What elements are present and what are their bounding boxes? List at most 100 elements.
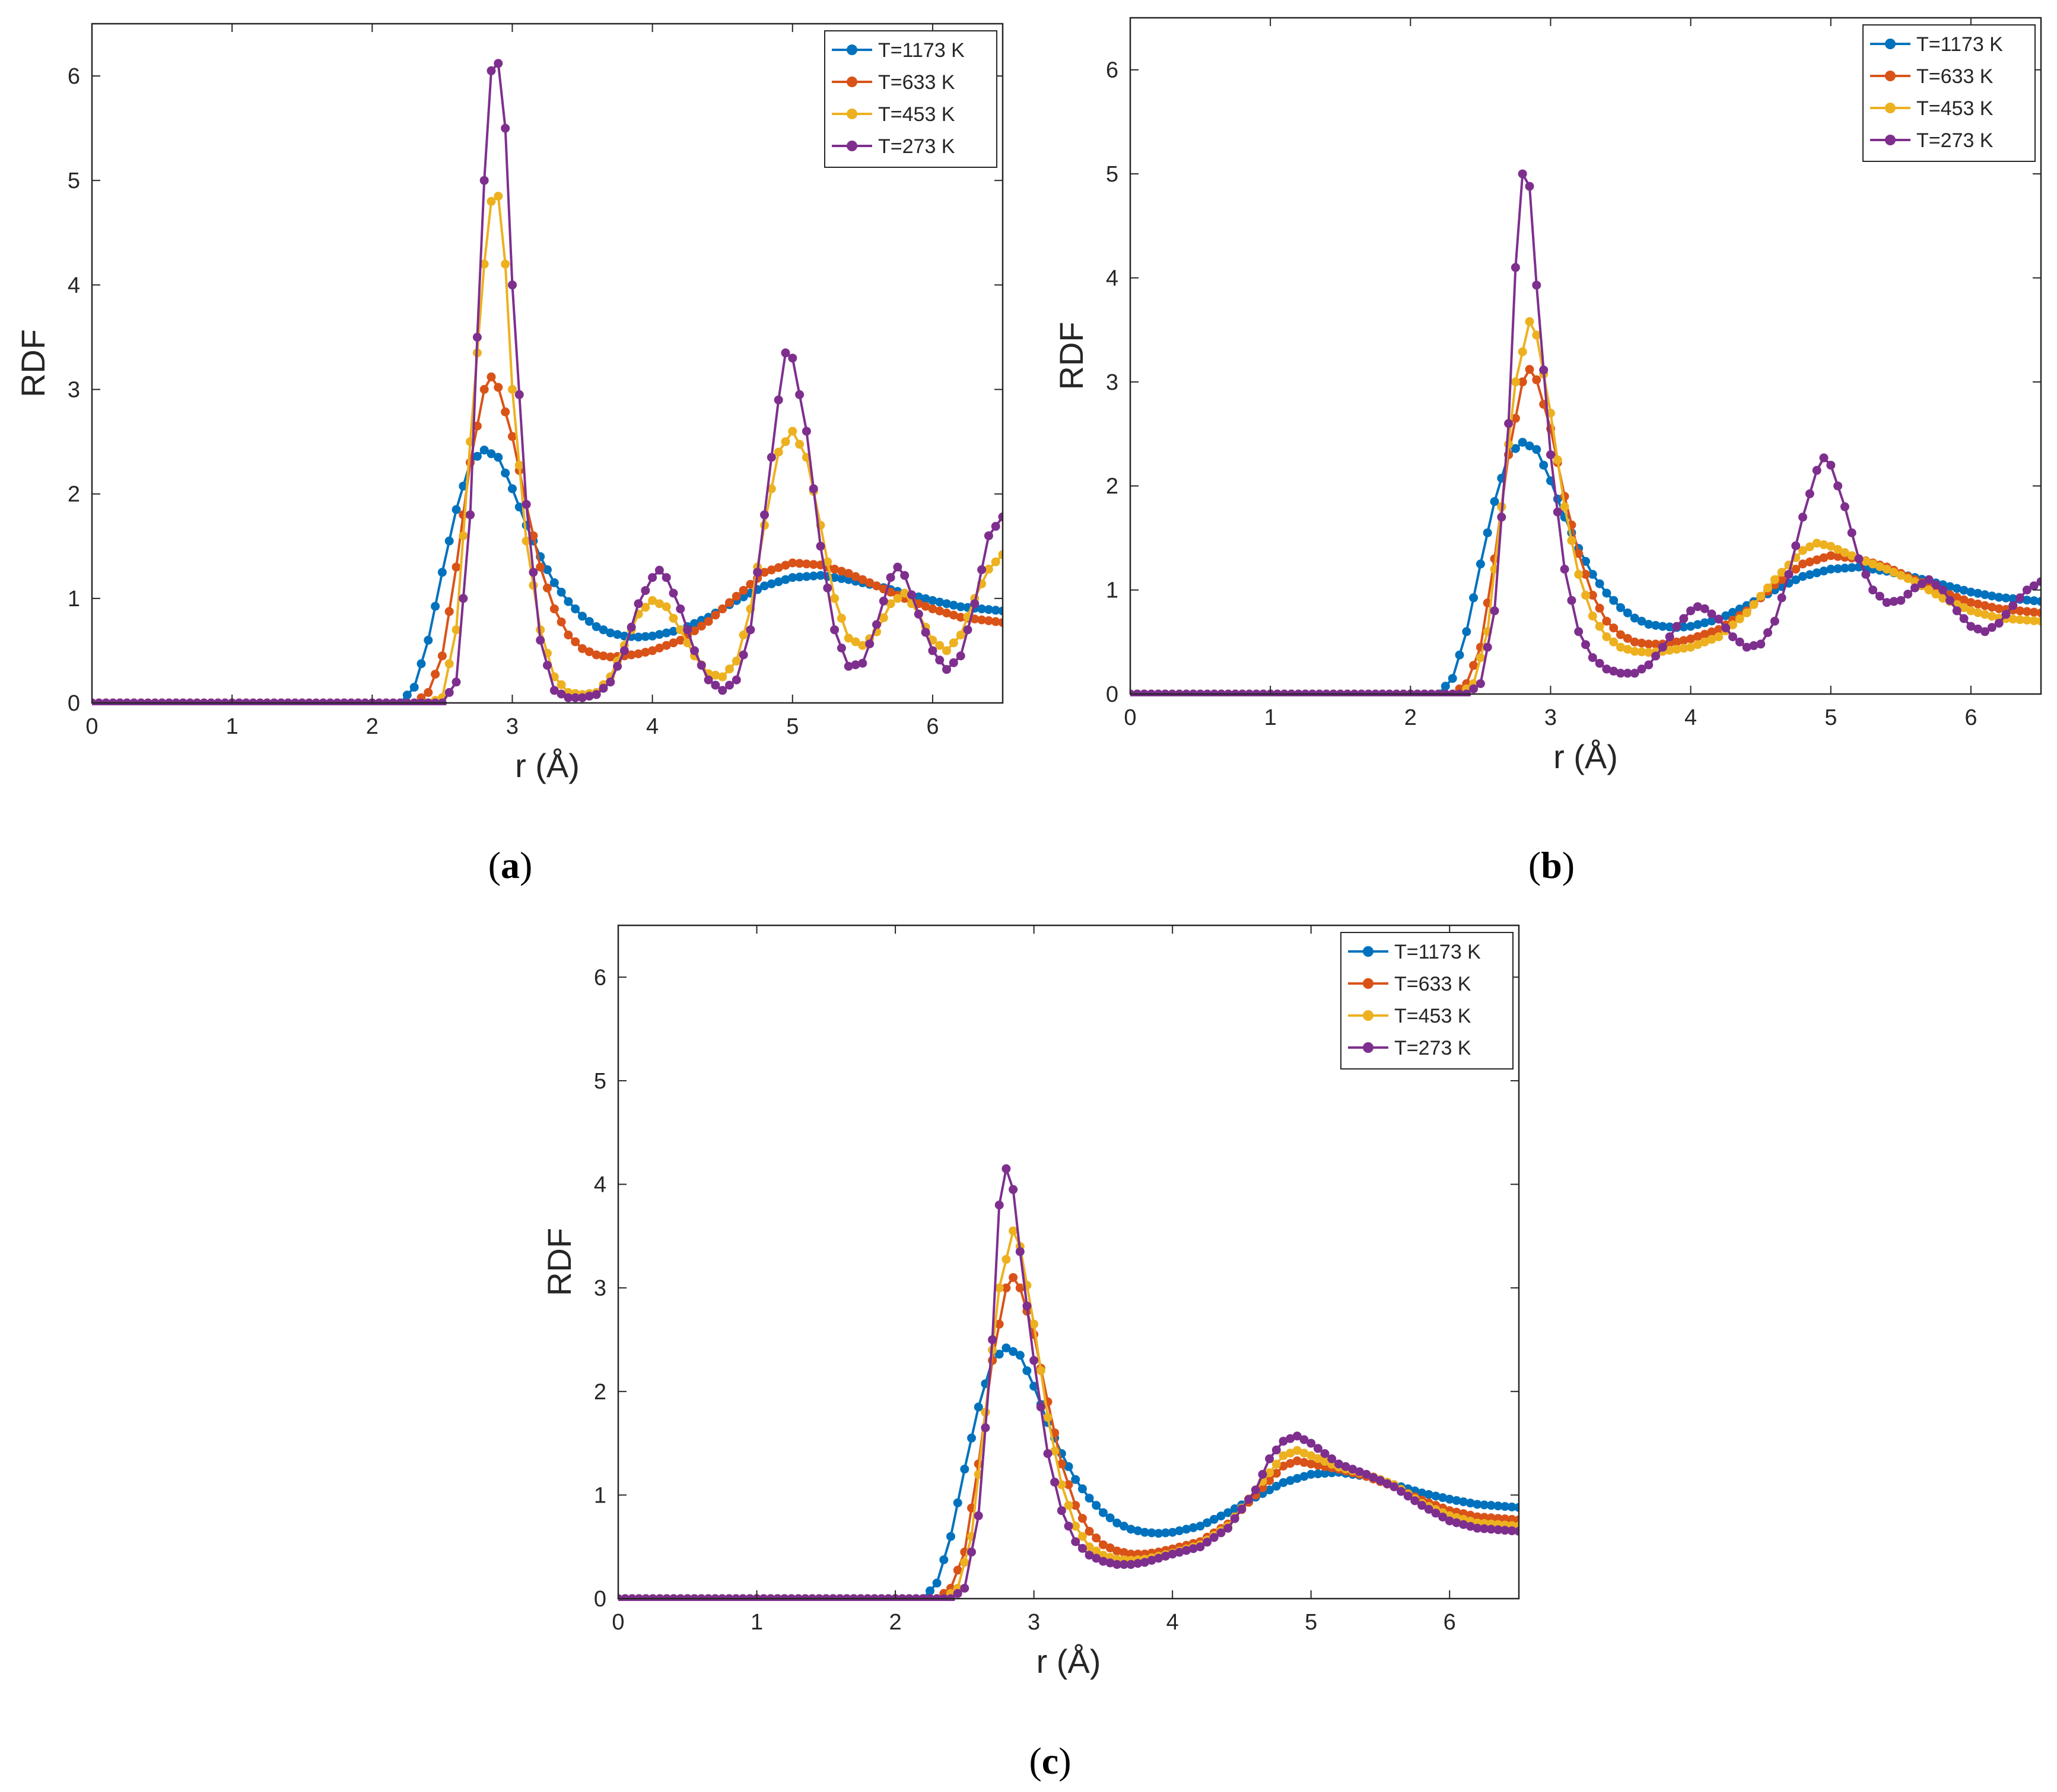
- data-point: [1665, 632, 1674, 641]
- data-point: [1938, 585, 1948, 595]
- data-point: [967, 1547, 976, 1557]
- data-point: [641, 603, 650, 612]
- data-point: [1616, 603, 1625, 612]
- data-point: [1077, 1543, 1087, 1553]
- data-point: [2001, 610, 2011, 619]
- data-point: [431, 670, 440, 679]
- data-point: [1216, 1528, 1226, 1538]
- data-point: [844, 634, 853, 643]
- x-tick-label: 6: [926, 714, 939, 739]
- data-point: [571, 637, 580, 647]
- y-tick-label: 0: [1106, 682, 1118, 707]
- data-point: [627, 622, 636, 632]
- data-point: [536, 562, 545, 572]
- data-point: [1009, 1226, 1018, 1236]
- data-point: [444, 607, 454, 616]
- data-point: [676, 604, 685, 613]
- caption-letter: c: [1042, 1740, 1058, 1782]
- data-point: [900, 571, 910, 580]
- legend-label: T=453 K: [1394, 1005, 1471, 1027]
- data-point: [557, 618, 566, 626]
- data-point: [928, 646, 937, 655]
- data-point: [991, 557, 1000, 566]
- data-point: [578, 612, 587, 621]
- x-tick-label: 5: [786, 714, 799, 739]
- data-point: [711, 680, 720, 690]
- data-point: [1714, 632, 1724, 641]
- legend-swatch-marker: [1885, 71, 1896, 81]
- data-point: [1002, 1164, 1011, 1173]
- data-point: [1092, 1501, 1101, 1510]
- data-point: [1791, 541, 1801, 550]
- data-point: [1994, 619, 2004, 628]
- data-point: [1514, 1503, 1519, 1512]
- data-point: [1539, 365, 1549, 375]
- data-point: [760, 510, 769, 520]
- data-point: [942, 646, 951, 655]
- data-point: [1043, 1449, 1053, 1458]
- data-point: [1756, 591, 1766, 601]
- panel-a: 0 1 2 3 4 5 6 0 1 2 3 4 5 6 r (Å) RDF T=1173 K T=633 K T=4…: [14, 23, 1004, 886]
- data-point: [479, 385, 489, 394]
- data-point: [949, 638, 958, 648]
- y-tick-label: 5: [1106, 162, 1118, 187]
- legend-swatch-marker: [1363, 978, 1374, 989]
- x-tick-label: 5: [1305, 1610, 1317, 1635]
- y-axis-label: RDF: [14, 329, 52, 397]
- data-point: [1417, 1501, 1426, 1510]
- data-point: [1595, 603, 1604, 613]
- data-point: [1735, 637, 1744, 647]
- data-point: [974, 1402, 983, 1412]
- y-tick-label: 4: [68, 273, 80, 298]
- data-point: [998, 550, 1003, 559]
- legend: T=1173 K T=633 K T=453 K T=273 K: [824, 30, 997, 168]
- data-point: [994, 1349, 1004, 1359]
- x-tick-label: 3: [506, 714, 519, 739]
- axes-frame: [1129, 17, 2042, 695]
- data-point: [746, 625, 755, 635]
- data-point: [795, 390, 805, 399]
- data-point: [1742, 608, 1751, 618]
- data-point: [1230, 1514, 1239, 1523]
- data-point: [1826, 460, 1836, 470]
- data-point: [1320, 1449, 1330, 1458]
- data-point: [508, 484, 517, 494]
- data-point: [459, 531, 468, 540]
- data-point: [494, 453, 503, 462]
- data-point: [1791, 565, 1801, 574]
- data-point: [606, 677, 615, 687]
- data-point: [1251, 1485, 1260, 1495]
- y-tick-label: 5: [68, 168, 80, 193]
- data-point: [571, 604, 580, 613]
- data-point: [907, 590, 916, 600]
- x-tick-label: 5: [1824, 705, 1837, 730]
- data-point: [1438, 1513, 1448, 1522]
- data-point: [529, 568, 538, 577]
- data-point: [437, 568, 447, 577]
- y-tick-label: 3: [68, 378, 80, 403]
- data-point: [1728, 632, 1737, 641]
- data-point: [662, 573, 671, 583]
- data-point: [1861, 569, 1871, 579]
- data-point: [974, 1511, 983, 1520]
- y-tick-label: 1: [68, 587, 80, 612]
- data-point: [2036, 577, 2041, 587]
- data-point: [932, 1578, 942, 1588]
- panel-caption: (c): [1029, 1740, 1071, 1782]
- legend-label: T=1173 K: [1916, 33, 2003, 56]
- data-point: [584, 617, 594, 626]
- data-point: [1567, 536, 1576, 545]
- data-point: [1009, 1347, 1018, 1356]
- legend-swatch-marker: [847, 44, 857, 55]
- x-axis-label: r (Å): [1037, 1643, 1101, 1680]
- y-tick-label: 6: [594, 965, 606, 990]
- data-point: [1630, 669, 1639, 678]
- y-tick-label: 0: [68, 691, 80, 716]
- data-point: [487, 66, 496, 75]
- data-point: [725, 664, 734, 674]
- data-point: [557, 587, 566, 597]
- data-point: [1847, 528, 1856, 537]
- data-point: [1009, 1273, 1018, 1282]
- data-point: [1029, 1355, 1039, 1365]
- data-point: [1868, 585, 1878, 595]
